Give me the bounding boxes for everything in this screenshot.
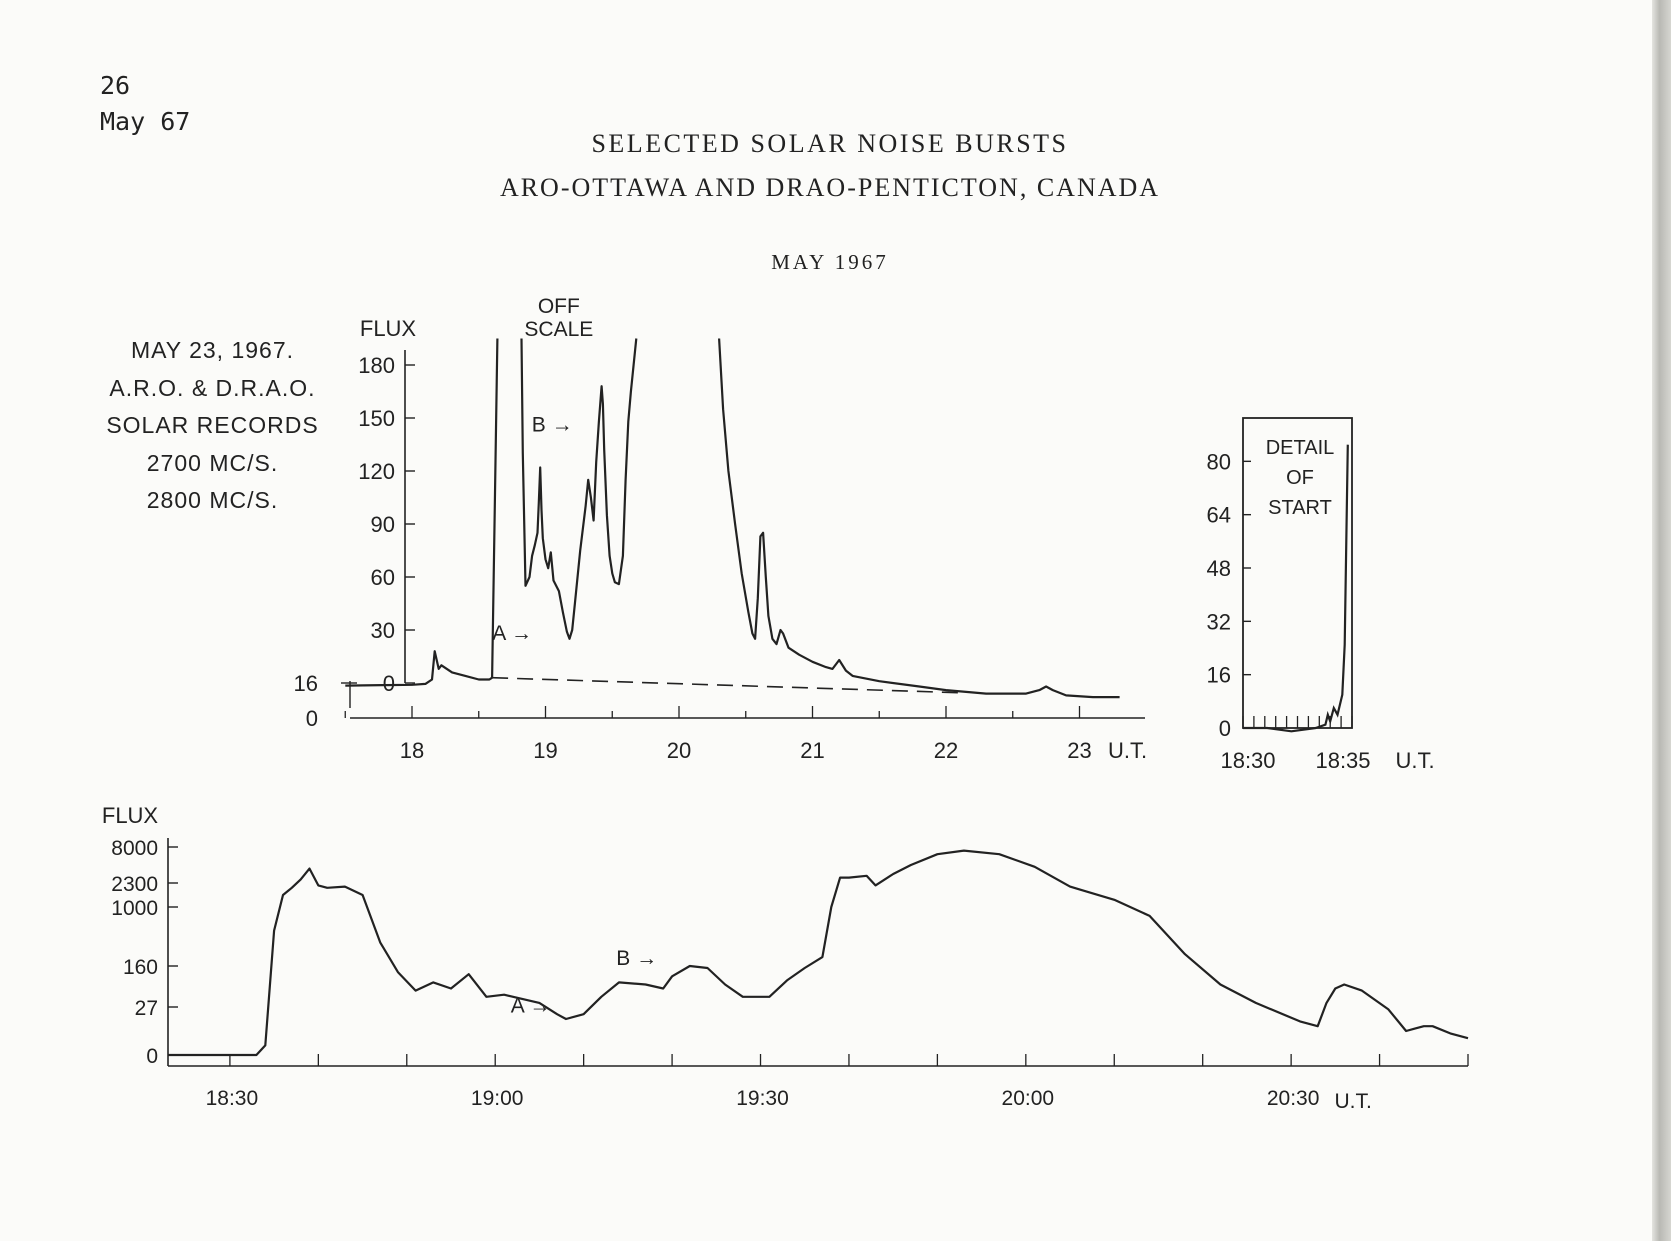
inset-title-line: DETAIL [1266,437,1335,459]
chart-annotation: B → [616,947,657,970]
x-tick-label: 20:00 [1002,1087,1055,1110]
caption-line: SOLAR RECORDS [106,412,319,438]
x-unit-label: U.T. [1334,1090,1371,1113]
y-tick-label: 0 [383,671,395,696]
y-tick-label: 32 [1207,609,1231,634]
chart-annotation: B → [532,413,573,436]
chart-annotation: A → [492,622,532,645]
title-line-1: SELECTED SOLAR NOISE BURSTS [591,129,1069,158]
x-tick-label: 18:35 [1315,748,1370,773]
y-tick-label: 80 [1207,449,1231,474]
flux-trace [345,338,499,687]
y-tick-label: 30 [371,618,395,643]
inset-title-line: START [1268,497,1332,519]
baseline-dashed [492,676,960,694]
flux-trace [718,338,1120,699]
page-header: 26 May 67 [100,68,190,140]
record-caption: MAY 23, 1967. A.R.O. & D.R.A.O. SOLAR RE… [85,332,340,520]
page-number: 26 [100,71,131,100]
x-unit-label: U.T. [1108,738,1147,763]
y-tick-label: 60 [371,565,395,590]
page-binding-edge [1652,0,1671,1241]
y-tick-label: 2300 [111,873,158,896]
y-tick-label: 48 [1207,556,1231,581]
x-tick-label: 18:30 [1220,748,1275,773]
y-tick-label: 16 [1207,663,1231,688]
page-issue: May 67 [100,107,191,136]
flux-trace [1243,444,1349,733]
y-axis-title: FLUX [102,803,159,828]
x-tick-label: 18 [400,738,424,763]
x-tick-label: 22 [934,738,958,763]
y-tick-label: 160 [123,956,158,979]
main-flux-chart: 0 30 60 90 120 150 180 FLUX 16 0 18 19 20 21 22 23 U.T. O… [294,295,1148,763]
chart-annotation: SCALE [524,318,593,341]
chart-annotation: OFF [538,295,580,318]
y-tick-label: 64 [1207,503,1231,528]
x-tick-label: 23 [1067,738,1091,763]
x-tick-label: 18:30 [206,1087,259,1110]
caption-line: MAY 23, 1967. [130,337,295,363]
flux-trace [168,849,1469,1057]
y-tick-label: 180 [358,353,395,378]
detail-of-start-chart: 0 16 32 48 64 80 18:30 18:35 U.T. DETAIL OF START [1207,417,1435,773]
title-month: MAY 1967 [771,250,889,274]
x-tick-label: 20 [667,738,691,763]
y-tick-label: 1000 [111,897,158,920]
y-tick-label: 8000 [111,837,158,860]
y-tick-label: 90 [371,512,395,537]
y-tick-label: 0 [146,1045,158,1068]
y-tick-label: 150 [358,406,395,431]
x-tick-label: 20:30 [1267,1087,1320,1110]
chart-annotation: A → [511,995,551,1018]
y-axis-title: FLUX [360,316,417,341]
caption-line: A.R.O. & D.R.A.O. [109,374,316,401]
caption-line: 2800 MC/S. [146,487,279,513]
y-tick-label: 27 [135,997,158,1020]
y-tick-label: 0 [1219,716,1231,741]
title-line-2: ARO-OTTAWA AND DRAO-PENTICTON, CANADA [499,173,1161,202]
x-tick-label: 21 [800,738,824,763]
x-tick-label: 19 [533,738,557,763]
x-tick-label: 19:30 [736,1087,789,1110]
report-title: SELECTED SOLAR NOISE BURSTS ARO-OTTAWA A… [330,122,1330,210]
offset-tick-label: 16 [294,671,318,696]
offset-tick-label: 0 [306,706,318,731]
x-tick-label: 19:00 [471,1087,524,1110]
caption-line: 2700 MC/S. [146,449,279,476]
y-tick-label: 120 [358,459,395,484]
x-unit-label: U.T. [1395,748,1434,773]
inset-title-line: OF [1286,467,1314,489]
flux-trace [520,338,638,640]
inset-frame [1242,417,1353,729]
